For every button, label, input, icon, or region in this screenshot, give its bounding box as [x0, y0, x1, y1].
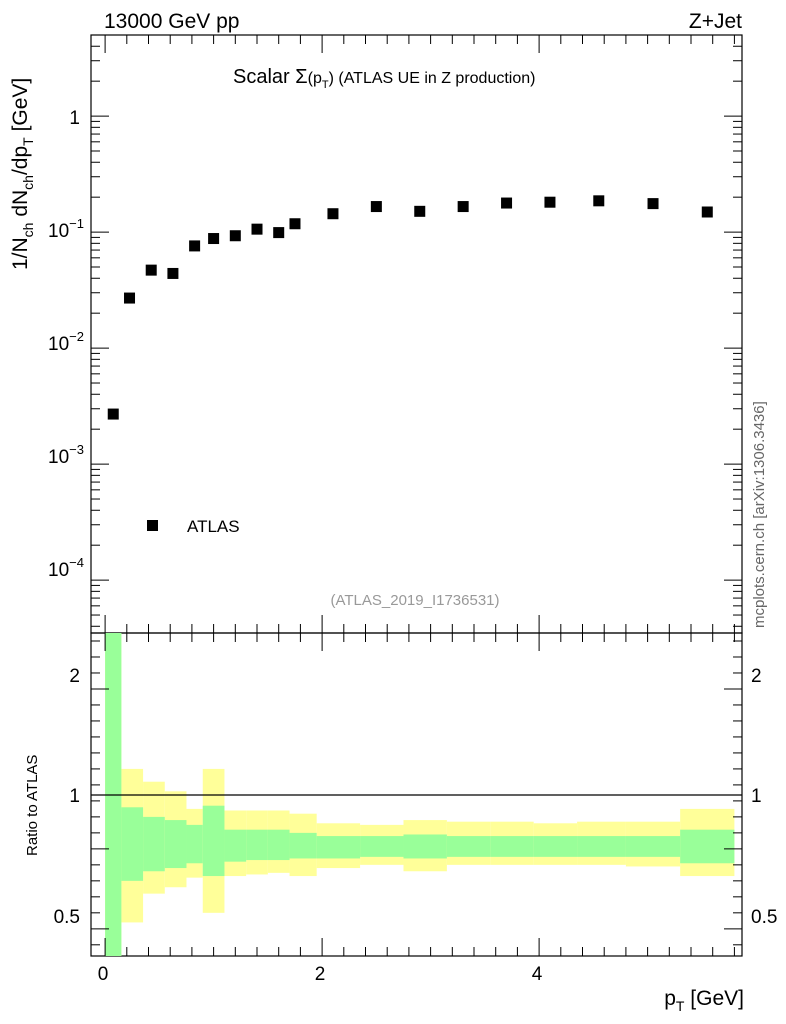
title-sub: T — [322, 79, 329, 91]
atlas-data-point — [273, 227, 285, 239]
top-y-axis-label: 1/Nch dNch/dpT [GeV] — [9, 78, 36, 270]
side-label: mcplots.cern.ch [arXiv:1306.3436] — [751, 401, 768, 628]
ratio-band-inner-bin-5 — [202, 805, 225, 877]
atlas-data-point — [501, 197, 513, 209]
ratio-band-inner — [105, 633, 735, 956]
ratio-band-inner-bin-8 — [267, 829, 290, 861]
atlas-data-point — [167, 267, 179, 279]
title-suffix: (ATLAS UE in Z production) — [334, 70, 536, 87]
atlas-data-point — [107, 408, 119, 420]
atlas-data-point — [208, 233, 220, 245]
y-tick-label-1e-1: 10−1 — [48, 216, 84, 242]
ratio-band-inner-bin-10 — [316, 836, 361, 859]
x-tick-label-0: 0 — [98, 964, 109, 985]
atlas-data-points — [107, 195, 713, 420]
title-prefix: Scalar — [233, 66, 295, 88]
ratio-tick-label-2-left: 2 — [69, 666, 80, 687]
atlas-data-point — [251, 223, 263, 235]
ratio-band-inner-bin-14 — [490, 836, 534, 857]
ratio-tick-label-2-right: 2 — [751, 666, 762, 687]
axis-ticks — [91, 34, 742, 956]
ratio-band-inner-bin-13 — [446, 836, 491, 857]
x-tick-label-2: 2 — [315, 964, 326, 985]
ratio-band-inner-bin-15 — [533, 836, 578, 857]
ratio-band-inner-bin-9 — [289, 832, 317, 859]
atlas-data-point — [544, 196, 556, 208]
x-tick-labels: 0 2 4 — [98, 964, 543, 985]
ratio-band-inner-bin-3 — [164, 820, 187, 869]
analysis-id: (ATLAS_2019_I1736531) — [330, 592, 499, 609]
y-tick-label-1e-3: 10−3 — [48, 442, 84, 468]
ratio-band-inner-bin-2 — [143, 816, 165, 872]
atlas-data-point — [124, 292, 136, 304]
bottom-y-axis-label: Ratio to ATLAS — [24, 755, 41, 856]
atlas-data-point — [327, 208, 339, 220]
atlas-data-point — [414, 205, 426, 217]
ratio-band-inner-bin-16 — [577, 836, 626, 857]
top-y-tick-labels: 10−4 10−3 10−2 10−1 1 — [48, 108, 84, 581]
ratio-tick-label-1-right: 1 — [751, 786, 762, 807]
atlas-data-point — [457, 201, 469, 213]
atlas-data-point — [229, 230, 241, 242]
ratio-band-inner-bin-1 — [121, 807, 144, 881]
ratio-band-inner-bin-17 — [625, 836, 681, 857]
header-left: 13000 GeV pp — [104, 10, 239, 33]
ratio-tick-label-0.5-left: 0.5 — [54, 907, 80, 928]
atlas-data-point — [647, 198, 659, 210]
y-tick-label-1e-4: 10−4 — [48, 555, 84, 581]
ratio-band-inner-bin-12 — [403, 834, 447, 859]
atlas-data-point — [289, 218, 301, 230]
top-panel-frame — [90, 34, 743, 634]
ratio-band-inner-bin-18 — [680, 829, 735, 864]
atlas-data-point — [370, 201, 382, 213]
legend-label: ATLAS — [187, 517, 240, 536]
atlas-data-point — [145, 264, 157, 276]
ratio-tick-label-0.5-right: 0.5 — [751, 907, 777, 928]
title-sigma: Σ — [295, 66, 307, 88]
ratio-band-inner-bin-7 — [246, 829, 268, 861]
bottom-y-tick-labels: 0.5 1 2 0.5 1 2 — [54, 666, 778, 928]
y-tick-label-1: 1 — [69, 108, 80, 129]
ratio-tick-label-1-left: 1 — [69, 786, 80, 807]
header-right: Z+Jet — [689, 10, 742, 33]
atlas-data-point — [189, 240, 201, 252]
plot-title: Scalar Σ(pT) (ATLAS UE in Z production) — [233, 66, 535, 91]
x-axis-label: pT [GeV] — [664, 987, 744, 1014]
x-tick-label-4: 4 — [532, 964, 543, 985]
y-tick-label-1e-2: 10−2 — [48, 329, 84, 355]
title-paren-open: (p — [308, 70, 322, 87]
ratio-band-inner-bin-11 — [360, 836, 404, 857]
legend-marker — [147, 520, 158, 531]
ratio-band-inner-bin-4 — [186, 824, 203, 864]
atlas-data-point — [593, 195, 605, 207]
atlas-data-point — [701, 206, 713, 218]
ratio-band-inner-bin-6 — [224, 829, 247, 862]
title-paren-close: ) — [329, 70, 334, 87]
